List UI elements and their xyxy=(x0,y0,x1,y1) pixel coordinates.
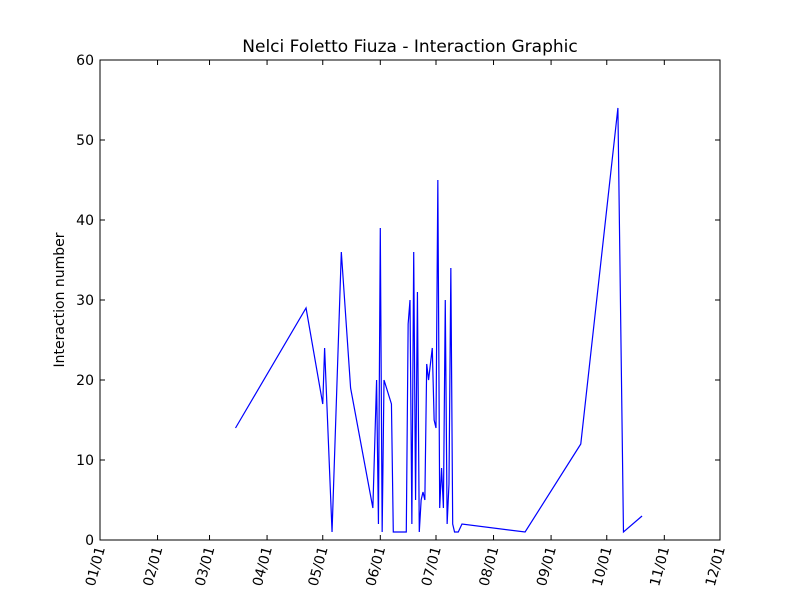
x-tick-label: 12/01 xyxy=(703,545,729,588)
y-tick-label: 20 xyxy=(76,373,94,389)
x-tick-label: 11/01 xyxy=(647,545,673,588)
y-tick-label: 0 xyxy=(85,533,94,549)
x-tick-label: 10/01 xyxy=(590,545,616,588)
x-tick-label: 02/01 xyxy=(141,545,167,588)
x-tick-label: 04/01 xyxy=(250,545,276,588)
x-tick-label: 06/01 xyxy=(363,545,389,588)
x-tick-label: 07/01 xyxy=(419,545,445,588)
y-axis-title: Interaction number xyxy=(52,232,68,367)
x-tick-label: 08/01 xyxy=(476,545,502,588)
plot-area-frame xyxy=(99,59,721,541)
tick-labels: 01/01 02/01 03/01 04/01 05/01 06/01 07/01 08/01… xyxy=(76,53,729,588)
x-tick-label: 05/01 xyxy=(306,545,332,588)
x-tick-label: 01/01 xyxy=(83,545,109,588)
x-tick-label: 09/01 xyxy=(534,545,560,588)
series-line xyxy=(234,107,643,534)
chart-title: Nelci Foletto Fiuza - Interaction Graphi… xyxy=(242,37,577,57)
x-tick-label: 03/01 xyxy=(192,545,218,588)
y-tick-label: 60 xyxy=(76,53,94,69)
y-tick-label: 40 xyxy=(76,213,94,229)
y-tick-label: 10 xyxy=(76,453,94,469)
y-tick-label: 50 xyxy=(76,133,94,149)
y-tick-label: 30 xyxy=(76,293,94,309)
